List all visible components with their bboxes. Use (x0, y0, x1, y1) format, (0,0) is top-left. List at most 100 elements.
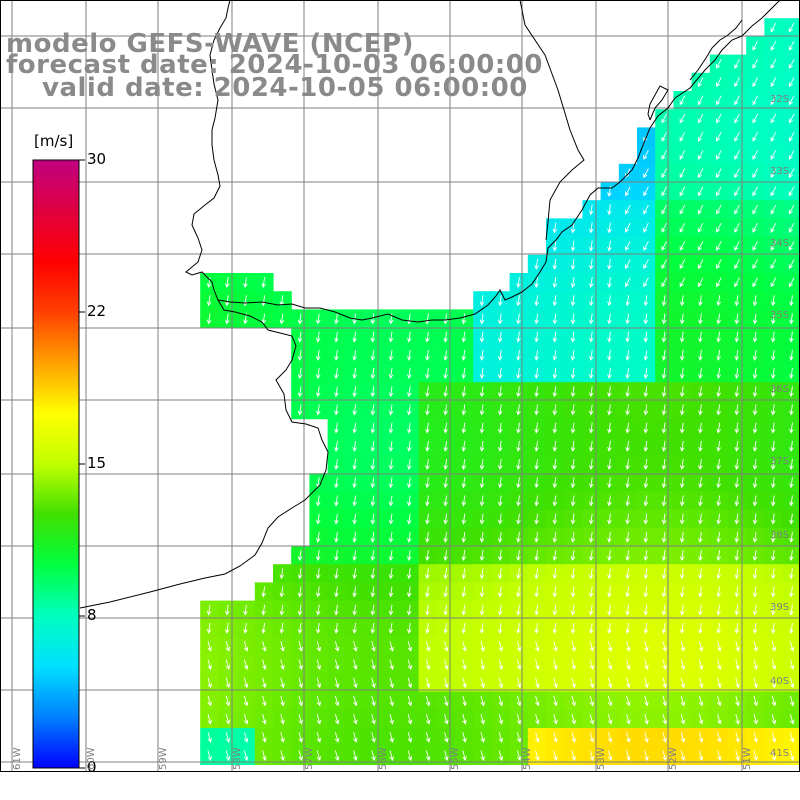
wind-arrow (316, 677, 322, 689)
wind-arrow (516, 750, 522, 762)
wind-arrow (316, 659, 322, 671)
wind-arrow (643, 459, 649, 471)
wind-arrow (516, 459, 521, 471)
wind-arrow (388, 495, 394, 507)
wind-arrow (752, 186, 758, 197)
wind-arrow (425, 695, 431, 707)
wind-arrow (698, 368, 703, 380)
wind-arrow (553, 677, 558, 689)
wind-arrow (371, 677, 376, 689)
wind-arrow (734, 331, 740, 343)
wind-arrow (534, 313, 539, 325)
wind-arrow (552, 495, 558, 507)
title-valid-date: valid date: 2024-10-05 06:00:00 (42, 73, 528, 103)
wind-arrow (225, 695, 231, 707)
wind-arrow (534, 386, 539, 398)
wind-arrow (370, 513, 376, 525)
wind-arrow (679, 495, 685, 507)
wind-arrow (679, 222, 686, 233)
wind-arrow (716, 295, 721, 307)
wind-arrow (406, 422, 412, 434)
wind-arrow (643, 277, 649, 288)
wind-arrow (243, 277, 248, 289)
wind-arrow (370, 440, 376, 452)
wind-arrow (352, 386, 357, 398)
wind-arrow (771, 750, 777, 762)
wind-arrow (625, 204, 631, 215)
wind-arrow (370, 531, 376, 543)
wind-arrow (371, 695, 376, 707)
wind-arrow (315, 513, 321, 525)
wind-arrow (388, 477, 394, 489)
wind-arrow (444, 659, 449, 671)
wind-arrow (752, 531, 758, 543)
wind-arrow (461, 349, 467, 361)
wind-arrow (770, 186, 777, 197)
wind-arrow (334, 349, 339, 361)
wind-arrow (297, 349, 303, 361)
wind-arrow (571, 641, 576, 652)
coastline-rio-de-la-plata (217, 0, 781, 323)
wind-arrow (261, 622, 266, 634)
wind-arrow (643, 295, 649, 307)
wind-arrow (552, 513, 558, 525)
wind-arrow (588, 586, 594, 598)
wind-arrow (224, 295, 230, 307)
wind-arrow (698, 641, 704, 652)
wind-arrow (716, 259, 722, 270)
wind-arrow (770, 22, 777, 33)
wind-arrow (570, 513, 576, 525)
wind-arrow (680, 750, 686, 762)
wind-arrow (661, 131, 667, 142)
wind-arrow (425, 440, 430, 452)
wind-arrow (588, 568, 594, 580)
wind-arrow (643, 259, 649, 270)
wind-arrow (625, 368, 630, 380)
wind-arrow (461, 404, 467, 416)
wind-arrow (607, 313, 612, 325)
wind-arrow (662, 641, 667, 652)
wind-arrow (588, 531, 594, 543)
wind-arrow (770, 259, 777, 270)
wind-arrow (644, 641, 649, 652)
wind-arrow (552, 531, 558, 543)
wind-arrow (789, 440, 794, 452)
wind-arrow (752, 277, 758, 288)
wind-arrow (607, 604, 612, 616)
wind-arrow (643, 568, 649, 580)
wind-arrow (770, 204, 777, 215)
wind-arrow (752, 622, 758, 634)
wind-arrow (752, 513, 758, 525)
wind-speed-cell (782, 673, 800, 693)
wind-arrow (588, 331, 594, 343)
lon-label-54w: 54W (522, 747, 533, 770)
wind-arrow (752, 295, 758, 307)
wind-arrow (261, 295, 266, 307)
wind-arrow (480, 713, 485, 725)
wind-arrow (406, 586, 412, 598)
wind-arrow (679, 622, 685, 634)
wind-arrow (535, 750, 540, 762)
wind-arrow (752, 59, 758, 69)
wind-arrow (225, 750, 231, 762)
wind-arrow (262, 659, 267, 671)
wind-arrow (352, 349, 357, 361)
wind-arrow (735, 750, 740, 762)
wind-arrow (279, 313, 285, 325)
wind-arrow (406, 568, 412, 580)
wind-arrow (625, 459, 630, 471)
wind-arrow (770, 404, 776, 416)
wind-arrow (697, 186, 704, 197)
wind-arrow (734, 404, 740, 416)
wind-arrow (407, 659, 413, 671)
wind-arrow (789, 459, 794, 471)
wind-arrow (224, 604, 230, 616)
wind-arrow (280, 659, 285, 671)
wind-arrow (388, 331, 394, 343)
wind-arrow (461, 513, 467, 525)
wind-arrow (334, 659, 340, 671)
wind-arrow (752, 313, 758, 325)
wind-arrow (588, 386, 594, 398)
wind-arrow (607, 695, 613, 707)
wind-arrow (388, 604, 394, 616)
